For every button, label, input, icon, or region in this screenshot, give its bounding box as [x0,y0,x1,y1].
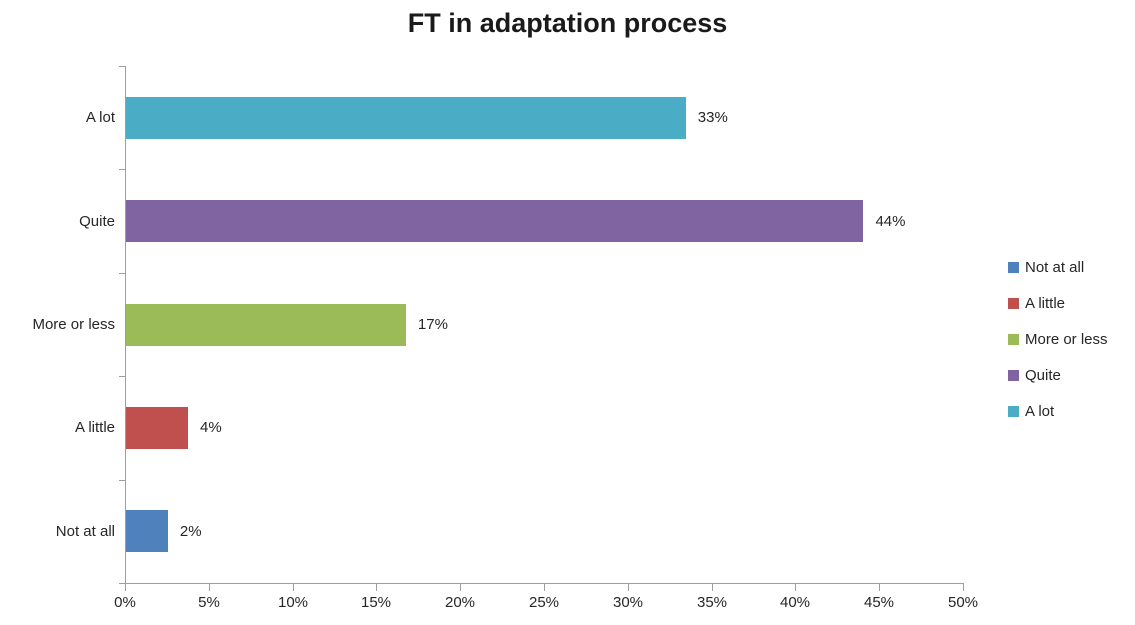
x-axis-tick [544,583,545,591]
y-axis-tick [119,480,125,481]
bar-more-or-less [126,303,406,346]
x-axis-tick-label: 30% [612,594,644,611]
y-axis-tick [119,583,125,584]
category-label-a-lot: A lot [85,109,115,127]
legend-swatch-icon [1008,333,1019,345]
category-label-not-at-all: Not at all [55,522,115,540]
y-axis-tick [119,273,125,274]
x-axis-tick-label: 35% [696,594,728,611]
bar-a-little [126,406,188,449]
legend-item-not-at-all: Not at all [1008,257,1084,277]
y-axis-tick [119,66,125,67]
value-label-not-at-all: 2% [179,522,202,540]
legend-item-more-or-less: More or less [1008,329,1108,349]
y-axis-line [125,66,126,584]
legend-label: More or less [1025,330,1108,348]
x-axis-tick-label: 25% [528,594,560,611]
legend-label: A lot [1025,402,1055,420]
value-label-more-or-less: 17% [417,315,448,333]
x-axis-tick-label: 10% [277,594,309,611]
x-axis-tick-label: 20% [444,594,476,611]
x-axis-tick [879,583,880,591]
chart-title: FT in adaptation process [407,8,728,38]
y-axis-tick [119,169,125,170]
value-label-a-lot: 33% [697,109,728,127]
value-label-a-little: 4% [200,419,222,437]
x-axis-tick-label: 50% [947,594,979,611]
category-label-more-or-less: More or less [32,315,115,333]
legend-item-a-lot: A lot [1008,401,1054,421]
x-axis-tick-label: 15% [360,594,392,611]
value-label-quite: 44% [875,212,906,230]
legend-label: Not at all [1025,258,1085,276]
legend-swatch-icon [1008,297,1019,309]
bar-a-lot [126,96,686,139]
legend-label: A little [1025,294,1066,312]
x-axis-tick [293,583,294,591]
bar-not-at-all [126,510,168,553]
legend-item-quite: Quite [1008,365,1061,385]
x-axis-tick-label: 0% [114,594,136,611]
x-axis-tick [712,583,713,591]
legend-swatch-icon [1008,405,1019,417]
x-axis-tick [209,583,210,591]
legend-item-a-little: A little [1008,293,1065,313]
category-label-quite: Quite [79,212,115,230]
legend-label: Quite [1025,366,1061,384]
y-axis-tick [119,376,125,377]
category-label-a-little: A little [74,419,115,437]
bar-quite [126,200,864,243]
x-axis-tick-label: 5% [198,594,220,611]
x-axis-tick [125,583,126,591]
x-axis-tick [628,583,629,591]
x-axis-tick [460,583,461,591]
x-axis-tick-label: 40% [779,594,811,611]
legend-swatch-icon [1008,261,1019,273]
x-axis-tick-label: 45% [863,594,895,611]
legend-swatch-icon [1008,369,1019,381]
x-axis-tick [963,583,964,591]
x-axis-tick [795,583,796,591]
x-axis-tick [376,583,377,591]
